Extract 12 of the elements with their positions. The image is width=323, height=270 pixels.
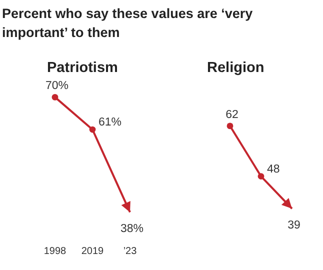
data-label: 62 (226, 108, 238, 121)
chart-title: Religion (207, 60, 264, 76)
chart-title: Patriotism (47, 60, 118, 76)
x-tick-label: 1998 (44, 246, 67, 257)
x-tick-label: 2019 (81, 246, 104, 257)
data-label: 48 (267, 163, 280, 176)
data-label: 61% (98, 116, 122, 129)
text: Percent who say these values are ‘very important’ to them (2, 6, 254, 40)
data-label: 39 (288, 220, 300, 232)
data-label: 38% (120, 223, 144, 236)
x-tick-label: ’23 (123, 246, 138, 257)
data-label: 70% (45, 80, 69, 92)
